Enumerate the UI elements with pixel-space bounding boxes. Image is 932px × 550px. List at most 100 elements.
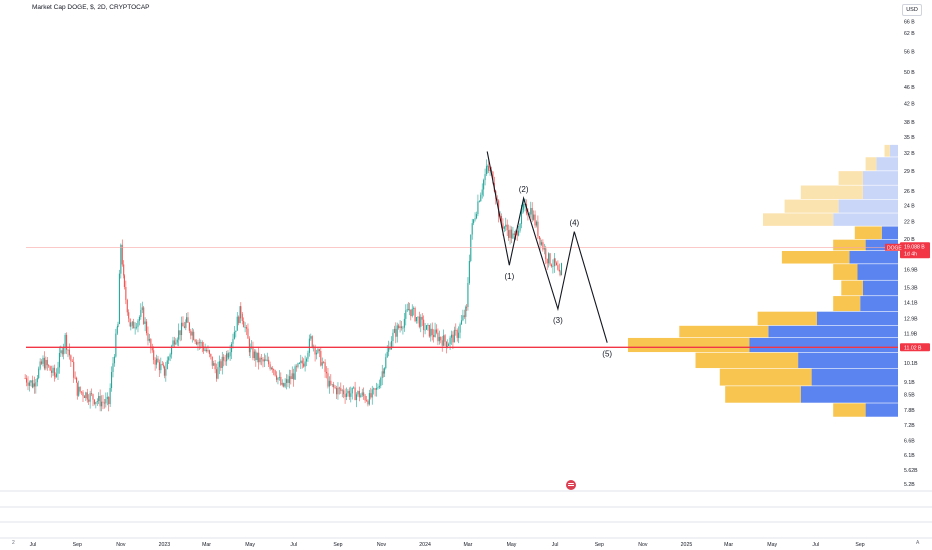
candle bbox=[293, 373, 295, 380]
candle bbox=[518, 230, 520, 236]
candle bbox=[543, 248, 545, 250]
candle bbox=[347, 390, 349, 394]
volume-profile-down-bar bbox=[833, 403, 866, 417]
candle bbox=[388, 346, 390, 352]
candle bbox=[82, 392, 84, 397]
candle bbox=[273, 369, 275, 371]
candle bbox=[256, 352, 258, 361]
candle bbox=[449, 337, 451, 344]
x-tick-label: May bbox=[767, 542, 777, 548]
candle bbox=[26, 378, 28, 383]
volume-profile-up-bar bbox=[862, 185, 898, 200]
candle bbox=[365, 400, 368, 402]
candle bbox=[350, 393, 352, 397]
candle bbox=[428, 324, 430, 337]
candle bbox=[115, 333, 117, 357]
candle bbox=[427, 324, 429, 326]
candle bbox=[520, 209, 523, 224]
volume-profile-down-bar bbox=[841, 280, 863, 296]
volume-profile-up-bar bbox=[862, 280, 898, 296]
candle bbox=[179, 330, 181, 335]
x-tick-label: Sep bbox=[595, 542, 604, 548]
candle bbox=[108, 396, 110, 405]
candle bbox=[468, 261, 470, 284]
candle bbox=[555, 262, 558, 266]
volume-profile-up-bar bbox=[817, 311, 898, 326]
candle bbox=[290, 376, 292, 380]
candle bbox=[297, 363, 299, 367]
candle bbox=[91, 393, 93, 395]
candle bbox=[239, 306, 241, 324]
volume-profile-up-bar bbox=[860, 296, 898, 312]
earnings-icon[interactable] bbox=[566, 480, 576, 490]
candle bbox=[98, 395, 100, 402]
candle bbox=[483, 180, 485, 190]
candle bbox=[367, 400, 369, 405]
candle bbox=[341, 390, 343, 392]
candle bbox=[154, 360, 156, 365]
candle bbox=[433, 334, 435, 338]
x-tick-label: Nov bbox=[377, 542, 387, 548]
y-tick-label: 11.9B bbox=[904, 331, 918, 337]
candle bbox=[295, 366, 298, 368]
candle bbox=[480, 194, 482, 202]
candle bbox=[243, 320, 245, 328]
candle bbox=[421, 316, 423, 320]
candle bbox=[408, 309, 410, 311]
candle bbox=[56, 373, 58, 377]
candle bbox=[74, 377, 76, 379]
candle bbox=[363, 392, 365, 396]
candle bbox=[113, 356, 115, 364]
auto-scale-button[interactable]: A bbox=[916, 540, 920, 546]
candle bbox=[358, 391, 360, 398]
candle bbox=[123, 264, 125, 276]
candle bbox=[381, 371, 383, 378]
candle bbox=[31, 380, 33, 387]
candle bbox=[45, 359, 47, 369]
candle bbox=[27, 382, 29, 386]
x-tick-label: May bbox=[507, 542, 517, 548]
candle bbox=[165, 369, 167, 376]
candle bbox=[161, 364, 163, 366]
candle bbox=[129, 318, 131, 327]
candle bbox=[109, 388, 111, 405]
candle bbox=[467, 283, 469, 308]
candle bbox=[112, 363, 114, 373]
volume-profile-down-bar bbox=[884, 144, 890, 157]
candle bbox=[46, 359, 48, 366]
volume-profile-down-bar bbox=[865, 157, 877, 171]
x-tick-label: Jul bbox=[290, 542, 297, 548]
candle bbox=[357, 391, 359, 395]
candle bbox=[259, 358, 261, 363]
candle bbox=[558, 269, 560, 272]
volume-profile-down-bar bbox=[833, 264, 858, 280]
candle bbox=[103, 402, 105, 404]
current-price-value: 19.088 B bbox=[904, 244, 925, 250]
x-tick-label: Mar bbox=[724, 542, 733, 548]
candle bbox=[393, 328, 395, 333]
candle bbox=[33, 383, 35, 387]
x-tick-label: Jul bbox=[812, 542, 819, 548]
candle bbox=[471, 223, 473, 235]
candle bbox=[76, 377, 78, 383]
candle bbox=[321, 362, 323, 366]
candle bbox=[348, 390, 350, 397]
candle bbox=[418, 316, 420, 327]
candle bbox=[441, 340, 443, 346]
candle bbox=[557, 265, 559, 270]
candle bbox=[169, 354, 171, 358]
candle bbox=[260, 358, 263, 360]
candle bbox=[118, 273, 120, 324]
candle bbox=[462, 315, 464, 321]
candle bbox=[411, 308, 413, 317]
timezone-button[interactable]: 2 bbox=[12, 540, 15, 546]
candle bbox=[519, 223, 521, 231]
candle bbox=[35, 382, 37, 387]
volume-profile-down-bar bbox=[833, 296, 861, 312]
volume-profile-up-bar bbox=[865, 403, 898, 417]
candle bbox=[380, 377, 382, 386]
candle bbox=[214, 363, 216, 370]
candle bbox=[224, 360, 226, 362]
currency-button[interactable]: USD bbox=[902, 4, 922, 16]
